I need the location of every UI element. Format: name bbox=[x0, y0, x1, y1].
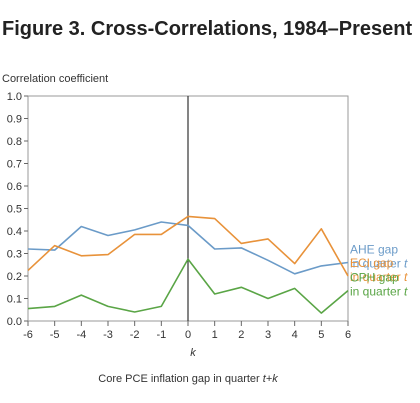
x-tick-label: -3 bbox=[103, 329, 113, 341]
legend-sublabel-3: in quarter t bbox=[350, 285, 408, 299]
y-tick-label: 0.8 bbox=[7, 136, 22, 148]
x-tick-label: 5 bbox=[318, 329, 324, 341]
x-tick-label: -5 bbox=[50, 329, 60, 341]
y-tick-label: 0.0 bbox=[7, 316, 22, 328]
y-tick-label: 0.7 bbox=[7, 159, 22, 171]
legend-label-3: CPH gap bbox=[350, 271, 399, 285]
x-axis-caption: Core PCE inflation gap in quarter t+k bbox=[98, 373, 278, 385]
y-tick-label: 0.5 bbox=[7, 204, 22, 216]
x-tick-label: -1 bbox=[156, 329, 166, 341]
caption-prefix: Core PCE inflation gap in quarter bbox=[98, 373, 262, 385]
series-line-1 bbox=[27, 221, 349, 275]
y-tick-label: 0.6 bbox=[7, 181, 22, 193]
x-tick-label: 1 bbox=[212, 329, 218, 341]
legend-sublabel-2: in quarter t bbox=[350, 270, 408, 284]
y-tick-label: 0.1 bbox=[7, 294, 22, 306]
chart-title: Figure 3. Cross-Correlations, 1984–Prese… bbox=[2, 18, 413, 40]
y-tick-labels: 0.0 0.1 0.2 0.3 0.4 0.5 0.6 0.7 0.8 0.9 1.0 bbox=[7, 91, 22, 328]
y-tick-label: 0.9 bbox=[7, 114, 22, 126]
x-tick-label: 0 bbox=[185, 329, 191, 341]
y-tick-label: 0.2 bbox=[7, 271, 22, 283]
legend-label-1: AHE gap bbox=[350, 243, 398, 257]
y-tick-label: 0.3 bbox=[7, 249, 22, 261]
x-tick-labels: -6 -5 -4 -3 -2 -1 0 1 2 3 4 5 6 bbox=[23, 329, 351, 341]
x-tick-label: 4 bbox=[292, 329, 298, 341]
x-tick-label: -4 bbox=[76, 329, 86, 341]
caption-var: t+k bbox=[263, 373, 278, 385]
axes bbox=[24, 95, 349, 326]
series-line-2 bbox=[27, 215, 349, 277]
y-tick-label: 0.4 bbox=[7, 226, 22, 238]
legend-sublabel-1: in quarter t bbox=[350, 257, 408, 271]
y-tick-label: 1.0 bbox=[7, 91, 22, 103]
x-tick-label: -2 bbox=[130, 329, 140, 341]
series-lines bbox=[27, 215, 349, 314]
y-axis-label: Correlation coefficient bbox=[2, 73, 108, 85]
legend-label-2: ECI gap bbox=[350, 256, 394, 270]
x-tick-label: 6 bbox=[345, 329, 351, 341]
x-axis-label: k bbox=[190, 347, 196, 359]
series-line-3 bbox=[27, 258, 349, 314]
x-tick-label: 3 bbox=[265, 329, 271, 341]
x-tick-label: -6 bbox=[23, 329, 33, 341]
x-tick-label: 2 bbox=[238, 329, 244, 341]
